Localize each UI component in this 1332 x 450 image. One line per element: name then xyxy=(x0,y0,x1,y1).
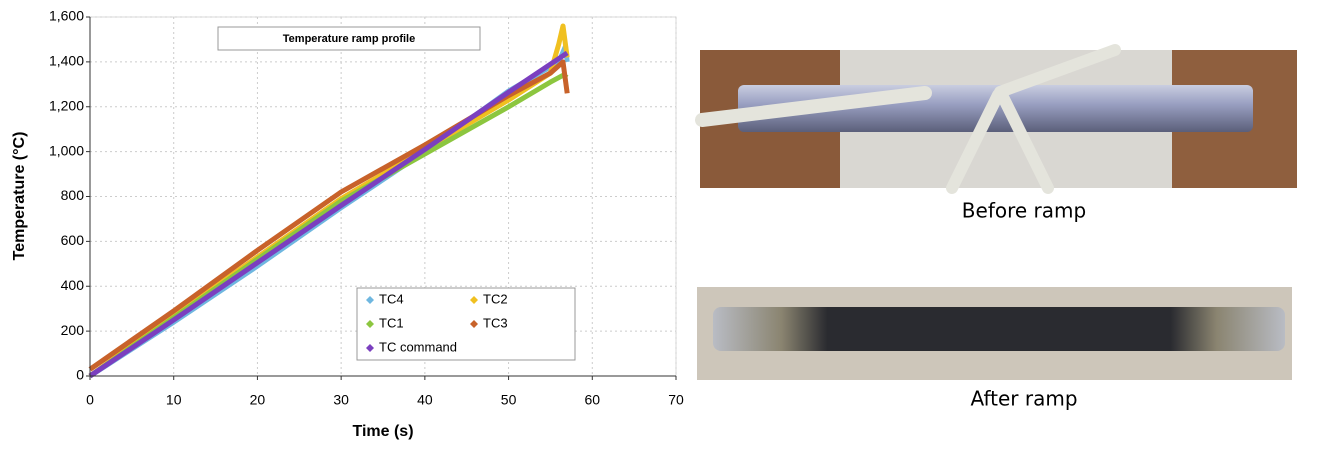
y-axis-label: Temperature (°C) xyxy=(11,132,28,261)
x-tick-label: 70 xyxy=(668,392,684,408)
photo-after: After ramp xyxy=(697,287,1292,411)
y-tick-label: 1,600 xyxy=(49,8,84,24)
thermocouple xyxy=(946,89,1004,194)
x-tick-label: 50 xyxy=(501,392,517,408)
legend-marker xyxy=(366,320,374,328)
y-tick-label: 1,000 xyxy=(49,142,84,158)
series-line xyxy=(88,50,569,379)
photo-before: Before ramp xyxy=(695,44,1297,223)
legend-marker xyxy=(470,320,478,328)
x-tick-label: 40 xyxy=(417,392,433,408)
legend-label: TC2 xyxy=(483,291,508,306)
caption: After ramp xyxy=(970,387,1077,411)
x-axis-label: Time (s) xyxy=(352,423,413,440)
x-tick-label: 10 xyxy=(166,392,182,408)
caption: Before ramp xyxy=(962,199,1086,223)
legend-label: TC3 xyxy=(483,315,508,330)
title-box xyxy=(217,26,481,51)
thermocouple xyxy=(994,44,1121,98)
x-tick-label: 60 xyxy=(584,392,600,408)
legend-label: TC command xyxy=(379,339,457,354)
lines xyxy=(88,23,570,379)
x-tick-label: 30 xyxy=(333,392,349,408)
x-tick-label: 20 xyxy=(250,392,266,408)
y-tick-label: 600 xyxy=(61,232,85,248)
y-tick-label: 1,400 xyxy=(49,53,84,69)
legend-marker xyxy=(470,296,478,304)
y-tick-label: 0 xyxy=(76,367,84,383)
legend-box xyxy=(356,287,576,361)
series-line xyxy=(88,59,570,372)
x-tick-label: 0 xyxy=(86,392,94,408)
legend-label: TC4 xyxy=(379,291,404,306)
legend-label: TC1 xyxy=(379,315,404,330)
legend: TC4 TC2 TC1 TC3 TC command xyxy=(366,291,508,354)
thermocouple xyxy=(996,89,1054,194)
y-tick-label: 800 xyxy=(61,187,85,203)
legend-marker xyxy=(366,344,374,352)
y-tick-label: 400 xyxy=(61,277,85,293)
y-tick-label: 200 xyxy=(61,322,85,338)
chart: Temperature ramp profile Time (s) Temper… xyxy=(11,8,684,441)
rod xyxy=(713,307,1285,351)
y-tick-label: 1,200 xyxy=(49,97,84,113)
legend-marker xyxy=(366,296,374,304)
thermocouple xyxy=(695,86,932,127)
chart-title: Temperature ramp profile xyxy=(283,33,415,45)
